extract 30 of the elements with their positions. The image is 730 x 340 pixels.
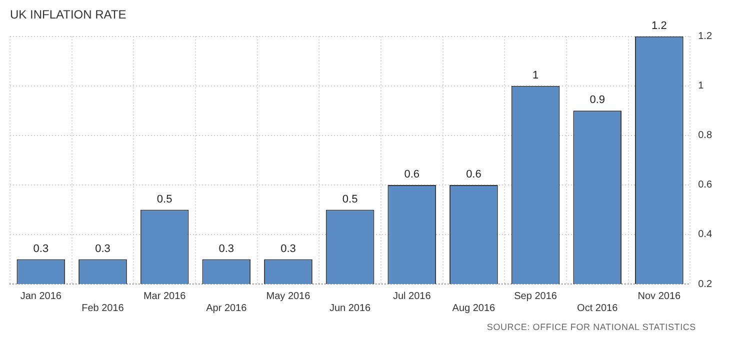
x-tick-label: Nov 2016: [638, 290, 682, 302]
data-label: 1.2: [652, 20, 667, 32]
data-label: 0.3: [33, 242, 49, 255]
x-tick-label: Jan 2016: [20, 290, 62, 302]
chart-title: UK INFLATION RATE: [10, 8, 126, 22]
y-tick-label: 0.6: [698, 180, 712, 191]
data-label: 0.9: [590, 94, 606, 106]
y-tick-label: 0.4: [698, 229, 712, 240]
x-tick-label: Mar 2016: [143, 290, 186, 302]
y-tick-label: 0.8: [698, 130, 712, 142]
x-tick-label: Sep 2016: [514, 290, 558, 302]
data-label: 0.5: [342, 193, 358, 206]
data-label: 0.5: [156, 193, 172, 206]
y-tick-label: 1.2: [698, 31, 712, 42]
data-label: 1: [532, 69, 539, 82]
data-label: 0.3: [218, 242, 234, 255]
source-note: SOURCE: OFFICE FOR NATIONAL STATISTICS: [486, 322, 696, 332]
data-label: 0.6: [404, 168, 420, 180]
data-label: 0.3: [95, 242, 110, 255]
y-tick-label: 1: [698, 80, 704, 92]
x-tick-label: Oct 2016: [577, 302, 618, 314]
x-tick-label: May 2016: [266, 290, 311, 302]
x-tick-label: Jul 2016: [392, 290, 432, 302]
y-tick-label: 0.2: [698, 278, 712, 290]
x-tick-label: Aug 2016: [452, 302, 496, 314]
x-tick-label: Feb 2016: [82, 302, 124, 314]
x-tick-label: Apr 2016: [206, 302, 248, 314]
data-label: 0.3: [280, 242, 296, 255]
x-tick-label: Jun 2016: [329, 302, 372, 314]
data-label: 0.6: [466, 168, 482, 180]
